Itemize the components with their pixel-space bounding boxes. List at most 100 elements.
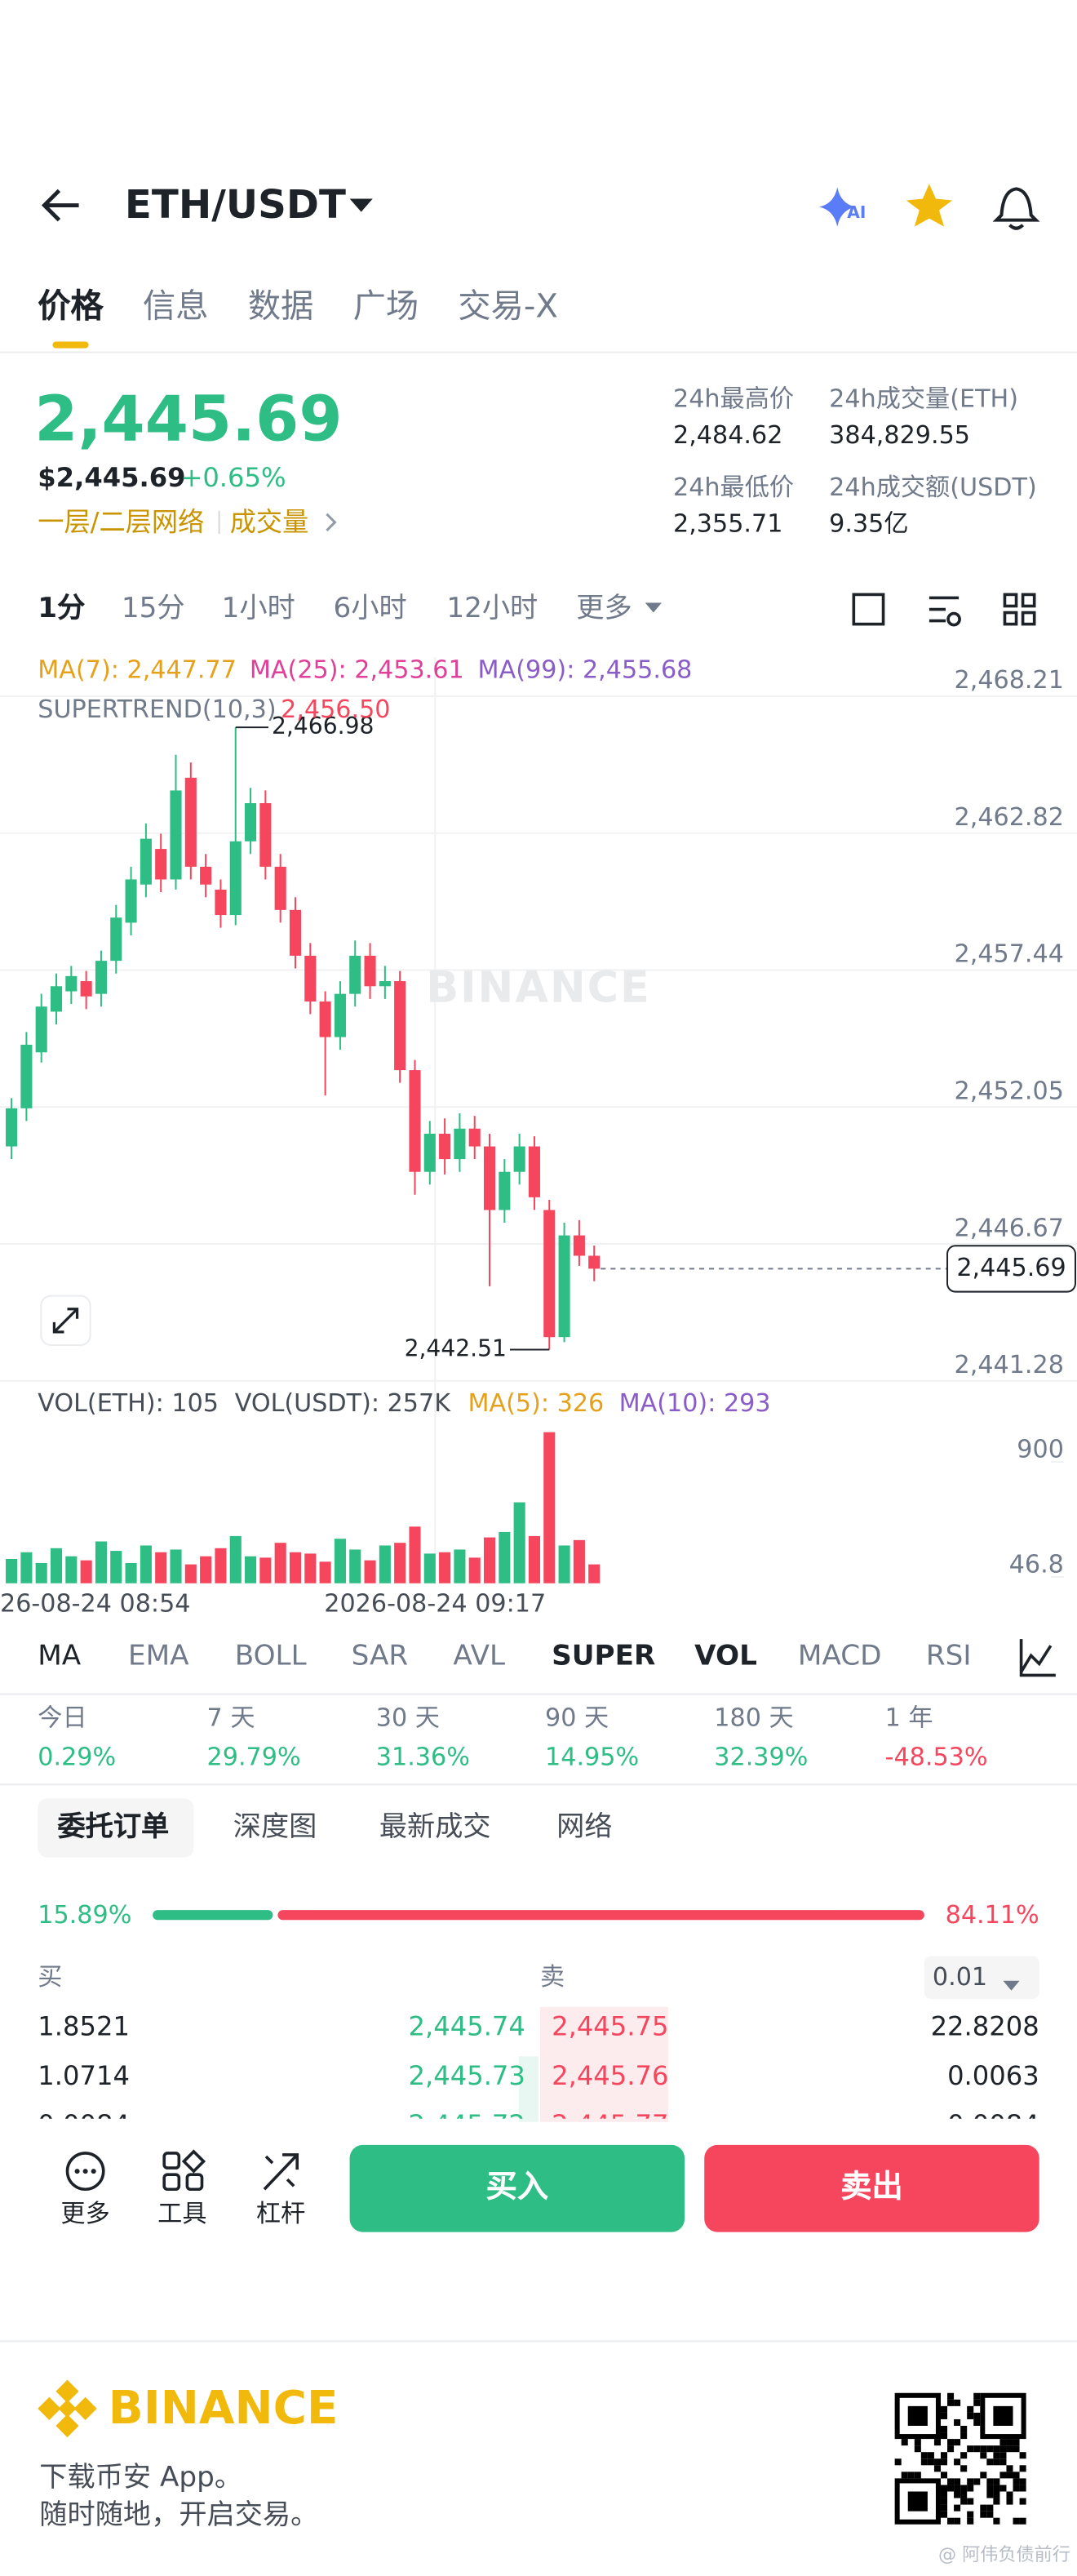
interval[interactable]: 更多	[576, 592, 632, 625]
candle-body	[289, 909, 302, 956]
indicator-tab[interactable]: RSI	[925, 1640, 972, 1673]
ai-icon[interactable]	[819, 187, 856, 227]
interval[interactable]: 15分	[121, 592, 185, 625]
indicator-tab[interactable]: MACD	[797, 1640, 882, 1673]
tag-separator	[218, 510, 220, 534]
sell-button-label[interactable]: 卖出	[840, 2169, 903, 2205]
volume-bar	[528, 1535, 541, 1583]
qr-module	[967, 2485, 974, 2492]
indicator-tab[interactable]: BOLL	[234, 1640, 307, 1673]
qr-module	[954, 2478, 961, 2485]
interval[interactable]: 1分	[38, 592, 86, 625]
bid-qty: 1.8521	[38, 2010, 130, 2042]
more-dropdown-icon[interactable]	[645, 602, 662, 613]
qr-module	[940, 2412, 948, 2419]
volume-bar	[125, 1562, 137, 1583]
brand: BINANCE	[108, 2380, 339, 2436]
indicator-tab[interactable]: MA	[38, 1640, 82, 1673]
precision-dropdown-icon[interactable]	[1003, 1980, 1020, 1991]
favorite-icon[interactable]	[906, 184, 953, 227]
sell-ratio: 84.11%	[945, 1899, 1039, 1930]
tab[interactable]: 数据	[247, 286, 314, 326]
buy-button-label[interactable]: 买入	[485, 2169, 549, 2205]
period-label: 7 天	[206, 1703, 255, 1733]
tab[interactable]: 价格	[38, 286, 104, 326]
chevron-icon[interactable]	[326, 513, 337, 532]
ask-qty: 22.8208	[930, 2010, 1039, 2042]
qr-module	[954, 2418, 961, 2427]
tools-icon	[185, 2173, 204, 2192]
candle-body	[6, 1108, 18, 1147]
buy-button[interactable]	[349, 2144, 685, 2232]
qr-module	[1013, 2517, 1020, 2525]
qr-module	[954, 2439, 961, 2446]
indicator-tab[interactable]: EMA	[127, 1640, 189, 1673]
qr-module	[920, 2452, 928, 2459]
tab[interactable]: 交易-X	[458, 286, 558, 326]
indicator-tab[interactable]: AVL	[453, 1640, 506, 1673]
candle-body	[528, 1146, 541, 1197]
indicator-tab[interactable]: VOL	[694, 1640, 757, 1673]
candle-body	[468, 1128, 481, 1147]
candle-body	[215, 889, 227, 916]
tools-icon[interactable]	[162, 2152, 181, 2170]
draw-icon[interactable]	[852, 593, 885, 626]
order-tab[interactable]: 最新成交	[379, 1810, 491, 1844]
tab[interactable]: 信息	[143, 286, 209, 326]
action-label[interactable]: 更多	[60, 2198, 110, 2229]
sell-button[interactable]	[704, 2144, 1039, 2232]
layout-icon[interactable]	[1003, 593, 1018, 608]
volume-bar	[543, 1432, 556, 1583]
settings-icon[interactable]	[929, 596, 960, 623]
candle-body	[454, 1128, 466, 1160]
chart-settings-icon[interactable]	[1019, 1639, 1056, 1677]
precision-box[interactable]	[924, 1956, 1039, 1999]
indicator-tab[interactable]: SUPER	[552, 1640, 656, 1673]
ai-icon-text: AI	[847, 202, 866, 222]
action-label[interactable]: 杠杆	[255, 2198, 306, 2229]
volume-bar	[379, 1545, 391, 1583]
bell-icon[interactable]	[992, 187, 1040, 230]
qr-module	[973, 2412, 981, 2419]
leverage-icon[interactable]	[263, 2153, 299, 2191]
volume-bar	[35, 1562, 47, 1583]
interval[interactable]: 12小时	[446, 592, 538, 625]
volume-bar	[80, 1560, 92, 1583]
action-label[interactable]: 工具	[157, 2198, 207, 2229]
buy-ratio: 15.89%	[38, 1899, 132, 1930]
qr-finder	[907, 2491, 928, 2512]
interval[interactable]: 1小时	[221, 592, 295, 625]
qr-module	[954, 2458, 961, 2466]
candle-body	[170, 790, 182, 880]
order-tab[interactable]: 网络	[556, 1810, 613, 1844]
pair-title[interactable]: ETH/USDT	[124, 181, 346, 229]
qr-module	[914, 2445, 921, 2453]
order-tab[interactable]: 深度图	[233, 1810, 317, 1844]
order-tab[interactable]: 委托订单	[57, 1810, 170, 1844]
volume-bar	[409, 1526, 421, 1583]
qr-module	[999, 2485, 1007, 2492]
candle-body	[543, 1210, 556, 1338]
precision[interactable]: 0.01	[932, 1962, 988, 1992]
qr-module	[993, 2491, 1000, 2498]
candle-body	[379, 981, 391, 987]
volume-bar	[304, 1553, 317, 1583]
qr-module	[947, 2445, 955, 2453]
qr-module	[960, 2465, 968, 2472]
interval[interactable]: 6小时	[333, 592, 407, 625]
more-icon[interactable]	[65, 2152, 105, 2192]
qr-module	[973, 2445, 981, 2453]
tag[interactable]: 一层/二层网络	[38, 506, 205, 538]
indicator-tab[interactable]: SAR	[351, 1640, 409, 1673]
qr-module	[947, 2399, 955, 2406]
candle-body	[558, 1235, 570, 1338]
back-arrow[interactable]	[41, 189, 79, 222]
dropdown-icon[interactable]	[349, 198, 373, 212]
tag[interactable]: 成交量	[229, 506, 309, 538]
divider	[0, 1693, 1077, 1695]
tab[interactable]: 广场	[352, 286, 419, 326]
qr-finder	[894, 2478, 941, 2525]
qr-module	[980, 2452, 987, 2459]
volume-bar	[140, 1545, 152, 1583]
volume-legend: MA(5): 326	[468, 1389, 604, 1418]
